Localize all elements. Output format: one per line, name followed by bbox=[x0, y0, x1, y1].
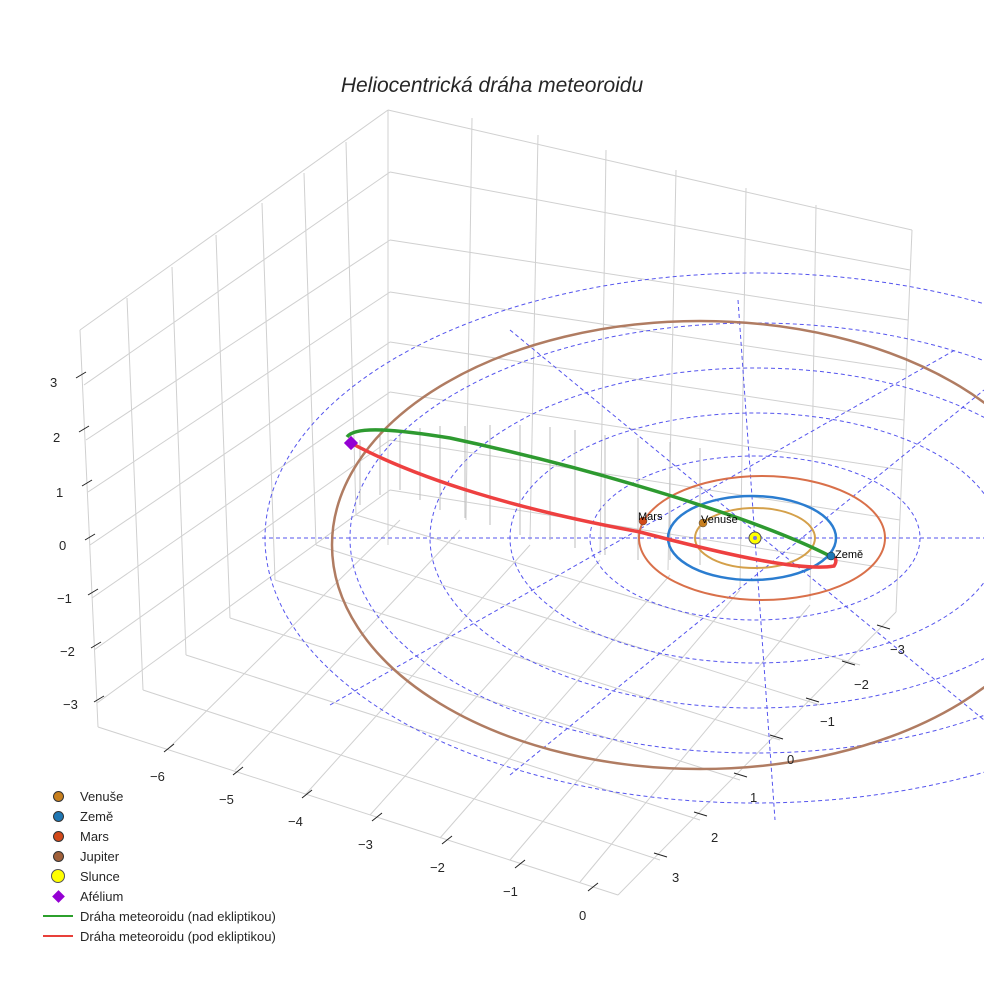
ecliptic-polar-grid bbox=[262, 272, 984, 821]
z-tick: −1 bbox=[57, 591, 72, 606]
legend-item-venus[interactable]: Venuše bbox=[36, 786, 276, 806]
x-tick: −3 bbox=[358, 837, 373, 852]
legend-item-jupiter[interactable]: Jupiter bbox=[36, 846, 276, 866]
legend-label: Venuše bbox=[80, 788, 124, 804]
jupiter-dot-icon bbox=[52, 850, 64, 862]
z-axis bbox=[75, 371, 105, 703]
z-tick: −3 bbox=[63, 697, 78, 712]
grid-left-wall bbox=[79, 109, 391, 728]
legend-item-mars[interactable]: Mars bbox=[36, 826, 276, 846]
legend-item-earth[interactable]: Země bbox=[36, 806, 276, 826]
venus-dot-icon bbox=[52, 790, 64, 802]
legend-label: Afélium bbox=[80, 888, 124, 904]
z-tick: −2 bbox=[60, 644, 75, 659]
venus-orbit bbox=[694, 507, 816, 569]
legend-item-orbit-below[interactable]: Dráha meteoroidu (pod ekliptikou) bbox=[36, 926, 276, 946]
z-tick: 0 bbox=[59, 538, 66, 553]
red-line-icon bbox=[43, 935, 73, 937]
venus-marker[interactable] bbox=[698, 518, 708, 528]
meteoroid-orbit-below bbox=[350, 441, 838, 569]
grid-floor bbox=[97, 514, 897, 896]
x-tick: −6 bbox=[150, 769, 165, 784]
x-tick: −4 bbox=[288, 814, 303, 829]
sun-marker[interactable] bbox=[748, 531, 762, 545]
legend-label: Dráha meteoroidu (nad ekliptikou) bbox=[80, 908, 276, 924]
y-tick: 2 bbox=[711, 830, 718, 845]
diamond-icon bbox=[51, 889, 65, 903]
x-tick: −2 bbox=[430, 860, 445, 875]
legend-label: Jupiter bbox=[80, 848, 120, 864]
earth-label: Země bbox=[835, 549, 863, 561]
y-tick: 3 bbox=[672, 870, 679, 885]
mars-dot-icon bbox=[52, 830, 64, 842]
legend-item-orbit-above[interactable]: Dráha meteoroidu (nad ekliptikou) bbox=[36, 906, 276, 926]
legend-label: Slunce bbox=[80, 868, 120, 884]
venus-label: Venuše bbox=[701, 514, 738, 526]
x-axis bbox=[163, 743, 599, 892]
legend-label: Země bbox=[80, 808, 114, 824]
legend: Venuše Země Mars Jupiter Slunce Afélium … bbox=[36, 786, 276, 946]
x-tick: 0 bbox=[579, 908, 586, 923]
legend-item-sun[interactable]: Slunce bbox=[36, 866, 276, 886]
earth-marker[interactable] bbox=[826, 551, 836, 561]
z-tick: 3 bbox=[50, 375, 57, 390]
jupiter-orbit bbox=[330, 319, 984, 771]
y-tick: −2 bbox=[854, 677, 869, 692]
y-tick: 1 bbox=[750, 790, 757, 805]
y-tick: −3 bbox=[890, 642, 905, 657]
z-tick: 1 bbox=[56, 485, 63, 500]
aphelion-marker[interactable] bbox=[343, 435, 359, 451]
drop-lines bbox=[359, 425, 701, 565]
mars-label: Mars bbox=[638, 511, 663, 523]
grid-right-wall bbox=[387, 109, 913, 613]
y-tick: 0 bbox=[787, 752, 794, 767]
sun-icon bbox=[51, 869, 65, 883]
chart-title: Heliocentrická dráha meteoroidu bbox=[340, 74, 644, 97]
x-tick: −5 bbox=[219, 792, 234, 807]
z-tick: 2 bbox=[53, 430, 60, 445]
x-tick: −1 bbox=[503, 884, 518, 899]
earth-dot-icon bbox=[52, 810, 64, 822]
y-tick: −1 bbox=[820, 714, 835, 729]
mars-marker[interactable] bbox=[638, 516, 648, 526]
green-line-icon bbox=[43, 915, 73, 917]
legend-item-aphelion[interactable]: Afélium bbox=[36, 886, 276, 906]
y-axis bbox=[653, 624, 891, 858]
meteoroid-orbit-above bbox=[345, 428, 831, 558]
mars-orbit bbox=[638, 475, 886, 601]
legend-label: Mars bbox=[80, 828, 109, 844]
legend-label: Dráha meteoroidu (pod ekliptikou) bbox=[80, 928, 276, 944]
